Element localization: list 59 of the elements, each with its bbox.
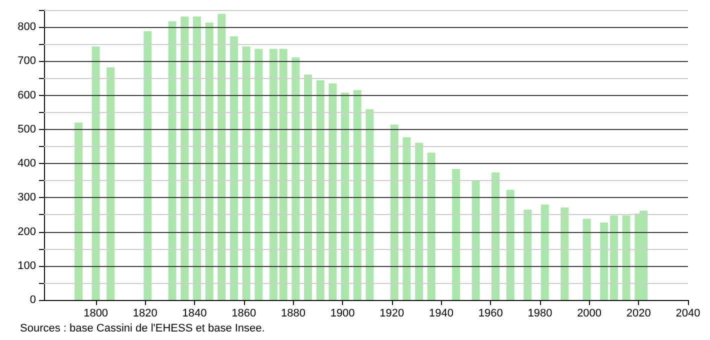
y-tick-label: 700 <box>18 55 36 68</box>
x-tick-label: 1840 <box>182 308 207 320</box>
bar <box>269 48 278 300</box>
bar <box>328 83 337 300</box>
bar <box>366 109 374 300</box>
x-tick-label: 1980 <box>528 308 552 320</box>
bar <box>427 152 436 300</box>
bar <box>560 208 569 300</box>
bar <box>74 122 83 300</box>
bar <box>353 90 362 300</box>
x-tick-label: 2020 <box>626 308 651 320</box>
y-tick-label: 600 <box>18 89 36 102</box>
bar <box>402 137 411 300</box>
bar <box>316 80 324 300</box>
bar <box>242 46 250 300</box>
bar <box>205 22 214 300</box>
y-tick-label: 100 <box>18 260 36 272</box>
bar <box>254 48 263 300</box>
source-note: Sources : base Cassini de l'EHESS et base Insee. <box>20 322 265 334</box>
bar <box>506 190 514 300</box>
y-tick-label: 800 <box>18 21 36 34</box>
bar <box>622 215 630 300</box>
bar <box>600 222 608 300</box>
y-tick-label: 400 <box>18 158 36 170</box>
x-tick-label: 1900 <box>330 308 355 320</box>
bar <box>610 215 618 300</box>
bar <box>218 14 226 300</box>
x-tick-label: 1880 <box>280 308 306 320</box>
bar <box>230 36 238 300</box>
x-tick-label: 1820 <box>132 308 158 320</box>
bar <box>92 46 100 300</box>
x-tick-label: 1960 <box>478 308 503 320</box>
x-tick-label: 1920 <box>380 308 404 320</box>
bar <box>279 48 288 300</box>
y-tick-label: 500 <box>18 123 36 136</box>
x-tick-label: 1860 <box>232 308 256 320</box>
y-tick-label: 0 <box>30 294 36 306</box>
bar <box>472 180 480 300</box>
y-tick-label: 300 <box>18 192 36 204</box>
bar <box>492 172 500 300</box>
bar <box>582 218 591 300</box>
bar <box>144 31 152 300</box>
bar <box>180 16 189 300</box>
bar <box>106 67 115 300</box>
bar <box>292 57 300 300</box>
bar <box>540 204 549 300</box>
x-tick-label: 2000 <box>577 308 602 320</box>
bar <box>390 124 398 300</box>
bar <box>192 16 201 300</box>
bar <box>524 210 532 300</box>
bar <box>341 92 350 300</box>
x-tick-label: 1800 <box>84 308 108 320</box>
x-tick-label: 1940 <box>429 308 454 320</box>
bar <box>452 168 460 300</box>
bar <box>168 21 176 300</box>
bar <box>304 74 312 300</box>
y-tick-label: 200 <box>18 226 36 238</box>
bar <box>415 142 424 300</box>
x-tick-label: 2040 <box>676 308 700 320</box>
